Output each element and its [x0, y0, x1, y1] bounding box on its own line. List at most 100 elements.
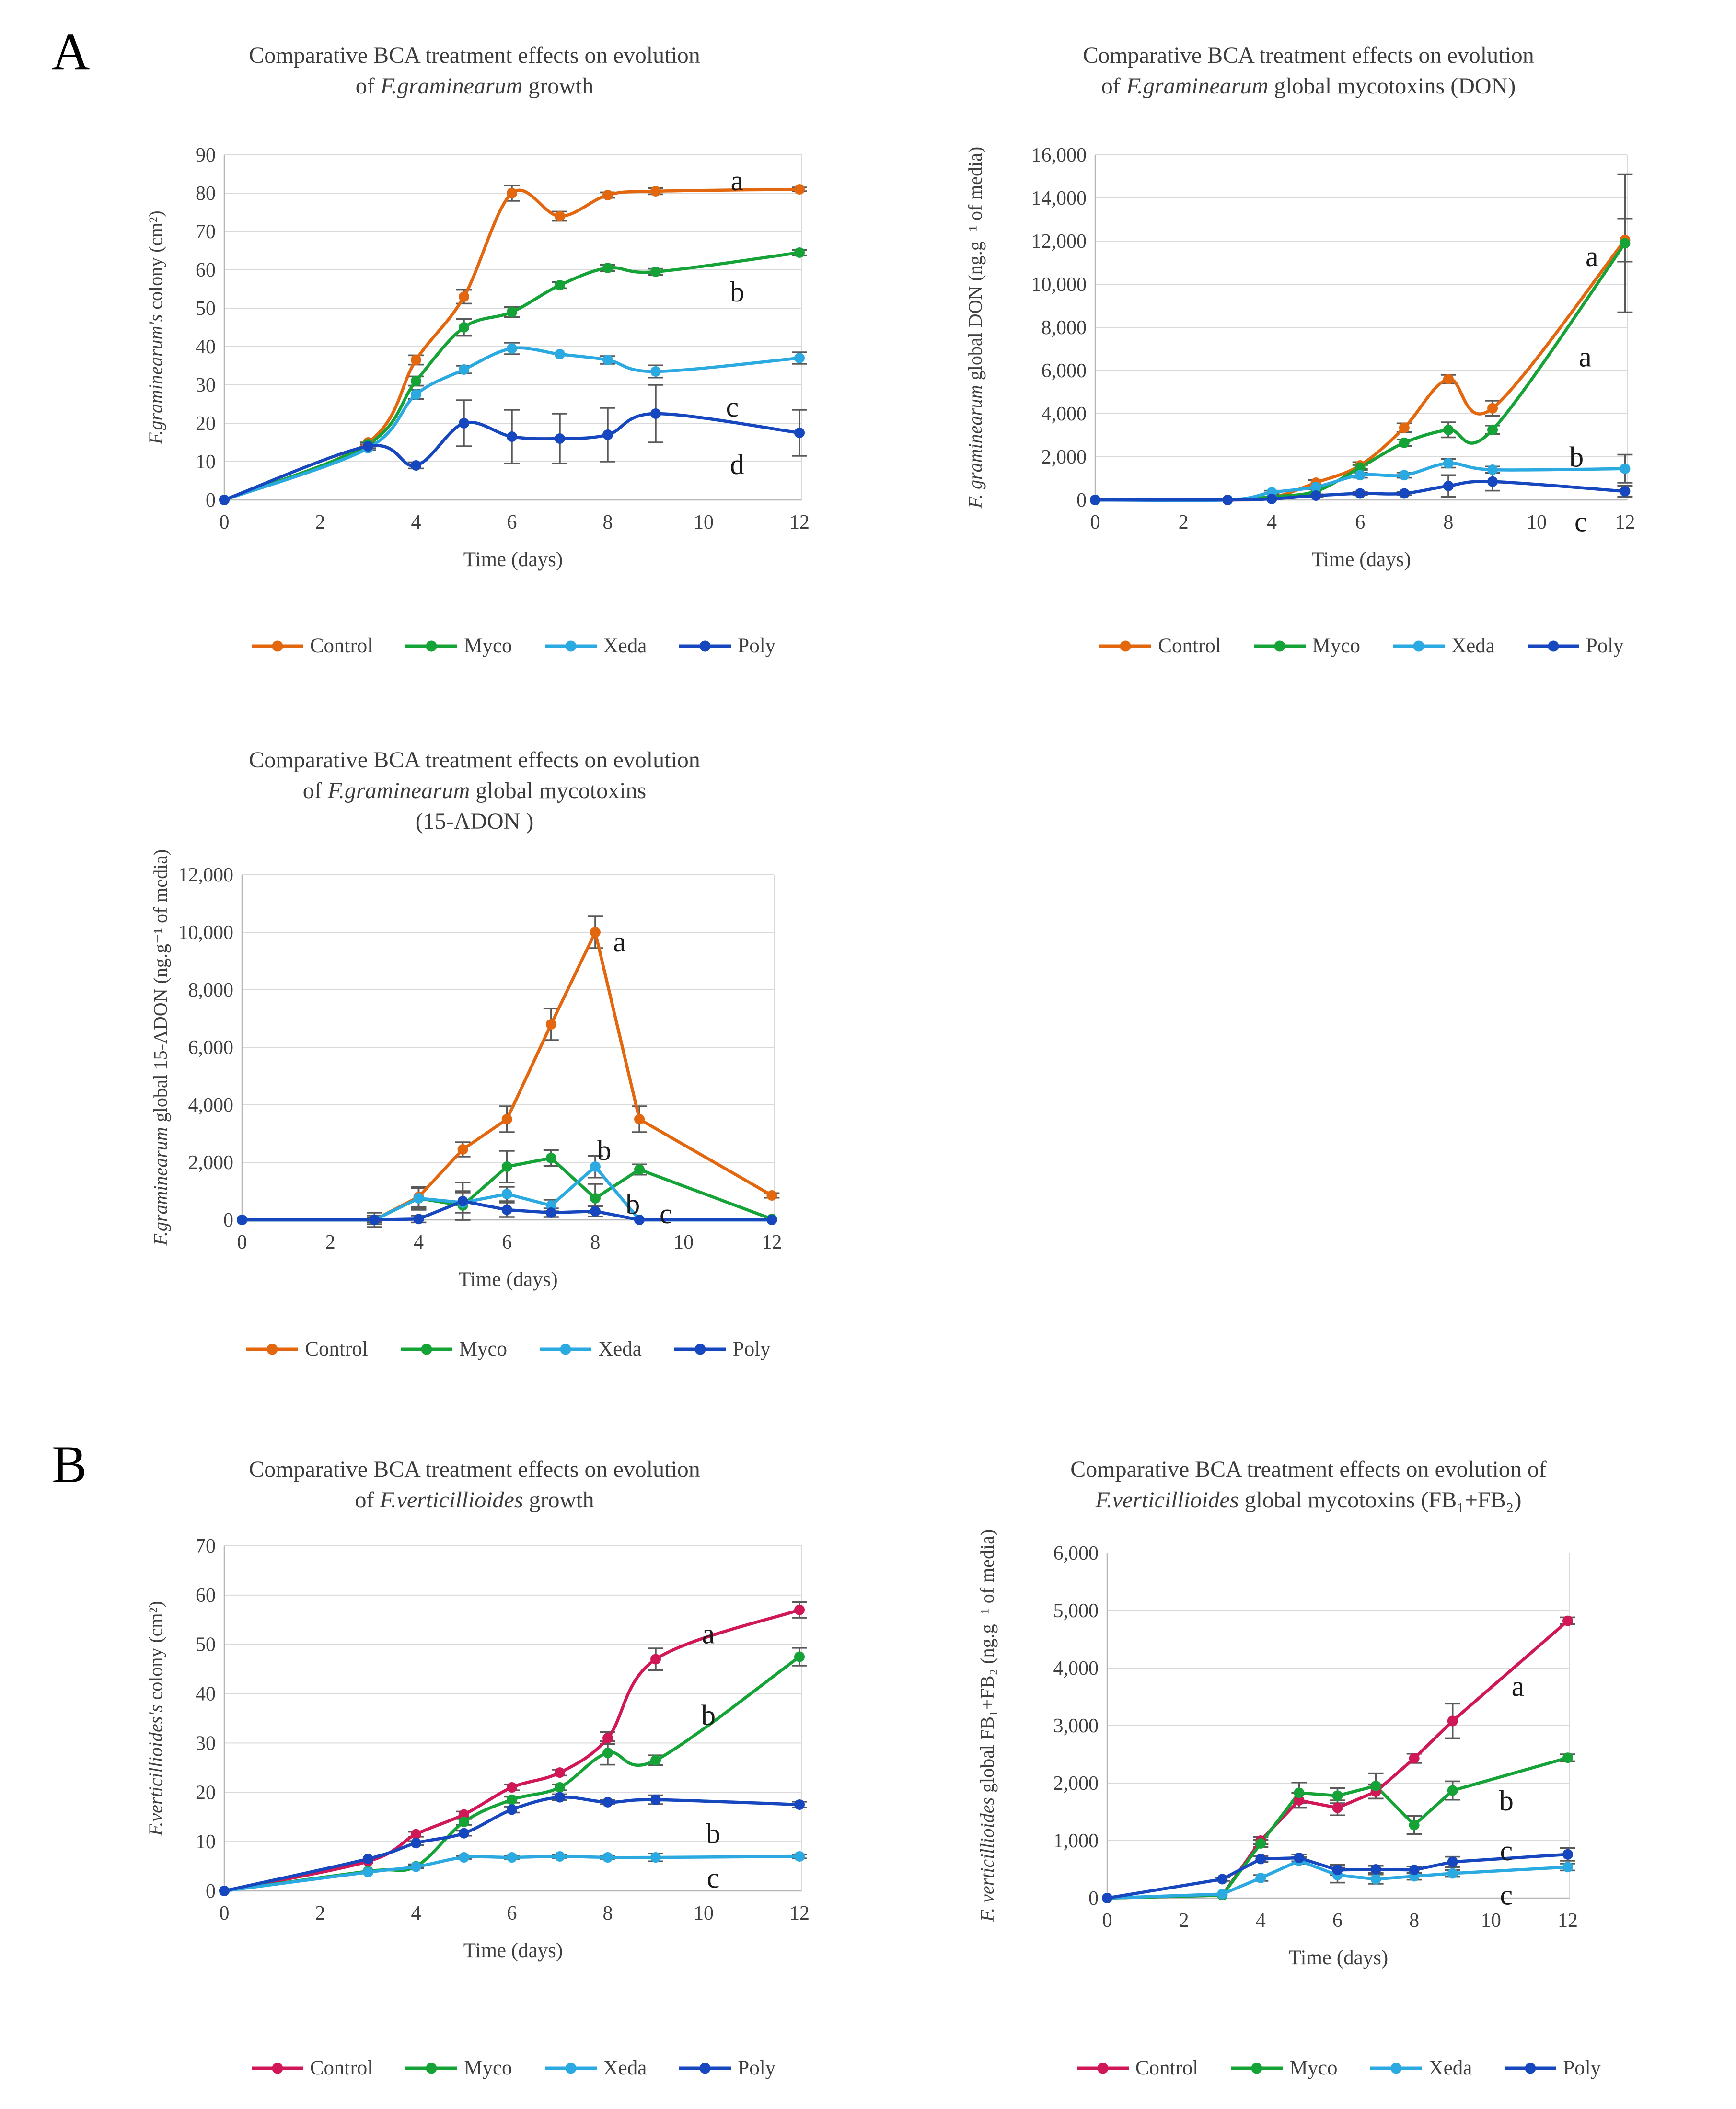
data-point-control	[555, 1767, 565, 1778]
data-point-myco	[545, 1153, 556, 1163]
y-tick-label: 60	[196, 259, 216, 281]
chart-title-text: F.graminearum	[1126, 73, 1269, 99]
data-point-xeda	[1217, 1889, 1228, 1900]
chart-title-text: F.graminearum	[327, 778, 470, 803]
data-point-poly	[459, 1828, 469, 1839]
data-point-control	[457, 1144, 468, 1155]
chart-title-line: of F.graminearum global mycotoxins	[72, 776, 877, 806]
data-point-poly	[590, 1206, 601, 1217]
legend-label: Xeda	[603, 2057, 647, 2079]
data-point-poly	[1399, 488, 1410, 499]
y-tick-label: 20	[196, 1782, 216, 1804]
data-point-control	[1399, 422, 1410, 433]
data-point-myco	[1620, 238, 1631, 249]
x-tick-label: 2	[325, 1231, 336, 1253]
legend-marker-icon	[1393, 640, 1445, 651]
data-point-control	[602, 190, 613, 200]
data-point-myco	[602, 1748, 613, 1758]
data-point-xeda	[363, 1866, 373, 1877]
chart-title: Comparative BCA treatment effects on evo…	[906, 1454, 1711, 1516]
legend-item-xeda: Xeda	[1392, 634, 1495, 658]
data-point-poly	[1354, 488, 1366, 499]
data-point-xeda	[555, 1851, 565, 1862]
significance-letter: b	[625, 1188, 640, 1220]
y-tick-label: 0	[206, 1880, 216, 1902]
legend-item-control: Control	[251, 2056, 373, 2080]
data-point-poly	[363, 1854, 373, 1865]
x-tick-label: 8	[603, 1902, 613, 1924]
data-point-poly	[237, 1215, 247, 1225]
data-point-xeda	[1399, 470, 1410, 481]
legend-marker-icon	[544, 2063, 597, 2074]
chart-title-line: F.verticillioides global mycotoxins (FB₁…	[906, 1485, 1711, 1516]
data-point-xeda	[590, 1161, 601, 1172]
legend-marker-icon	[1099, 640, 1152, 651]
data-point-control	[1332, 1802, 1343, 1813]
data-point-poly	[501, 1205, 512, 1215]
legend-item-control: Control	[245, 1337, 368, 1361]
chart-title-line: of F.verticillioides growth	[72, 1485, 877, 1516]
significance-letter: c	[707, 1862, 720, 1894]
chart-title-text: of	[1101, 73, 1126, 99]
data-point-poly	[602, 1796, 613, 1808]
y-tick-label: 40	[196, 336, 216, 358]
data-point-xeda	[507, 343, 517, 354]
x-tick-label: 2	[315, 1902, 325, 1924]
chart-title-line: Comparative BCA treatment effects on evo…	[906, 1454, 1711, 1485]
data-point-poly	[555, 433, 565, 444]
x-tick-label: 4	[411, 511, 421, 533]
y-tick-label: 12,000	[1031, 231, 1087, 253]
data-point-control	[411, 1829, 421, 1840]
significance-letter: c	[1574, 506, 1587, 538]
x-axis-label: Time (days)	[1288, 1947, 1389, 1969]
legend-marker-icon	[1253, 640, 1306, 651]
data-point-myco	[1294, 1787, 1305, 1798]
legend-marker-icon	[400, 1344, 452, 1355]
data-point-poly	[634, 1215, 645, 1225]
significance-letter: d	[730, 449, 744, 480]
significance-letter: b	[706, 1818, 720, 1849]
y-tick-label: 14,000	[1031, 187, 1087, 209]
data-point-myco	[459, 1817, 469, 1827]
data-point-control	[634, 1114, 645, 1124]
legend-label: Poly	[1563, 2057, 1601, 2079]
chart-fgraminearum-don: Comparative BCA treatment effects on evo…	[906, 29, 1711, 695]
y-tick-label: 10	[196, 1831, 216, 1853]
data-point-myco	[555, 1782, 565, 1793]
data-point-control	[1409, 1753, 1420, 1764]
data-point-myco	[1354, 462, 1366, 473]
y-tick-label: 12,000	[178, 864, 234, 886]
y-tick-label: 30	[196, 374, 216, 396]
chart-title-text: of	[355, 1487, 380, 1513]
y-tick-label: 6,000	[1053, 1542, 1099, 1564]
data-point-control	[545, 1019, 556, 1030]
legend-label: Xeda	[1451, 635, 1495, 657]
data-point-control	[766, 1190, 777, 1201]
data-point-poly	[555, 1792, 565, 1803]
legend-item-control: Control	[251, 634, 373, 658]
data-point-poly	[457, 1196, 468, 1206]
data-point-xeda	[650, 1852, 661, 1863]
y-tick-label: 70	[196, 221, 216, 243]
x-tick-label: 12	[789, 1902, 810, 1924]
x-axis-label: Time (days)	[463, 1939, 563, 1962]
data-point-poly	[1090, 495, 1100, 505]
significance-letter: a	[1586, 241, 1598, 272]
x-tick-label: 0	[220, 511, 230, 533]
legend-item-myco: Myco	[405, 634, 512, 658]
chart-legend: Control Myco Xeda Poly	[224, 2056, 802, 2080]
x-axis-label: Time (days)	[1311, 548, 1411, 571]
data-point-control	[507, 1782, 517, 1793]
legend-item-xeda: Xeda	[544, 634, 647, 658]
y-tick-label: 4,000	[1053, 1657, 1099, 1680]
data-point-myco	[555, 280, 565, 290]
legend-label: Poly	[738, 2057, 776, 2079]
data-point-xeda	[1443, 458, 1454, 469]
legend-marker-icon	[674, 1344, 726, 1355]
significance-letter: a	[613, 926, 626, 958]
significance-letter: c	[1500, 1879, 1513, 1911]
plot-area: 0 2,000 4,000 6,000 8,000 10,000 12,000 0 2 4 6 8 10…	[178, 864, 782, 1253]
significance-letter: a	[1579, 341, 1592, 372]
y-tick-label: 5,000	[1053, 1600, 1099, 1622]
